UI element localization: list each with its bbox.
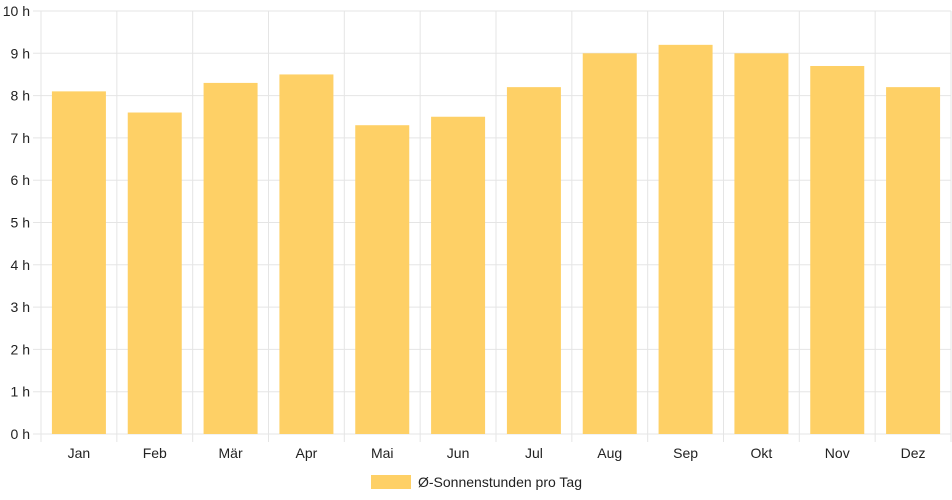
y-tick-label: 9 h — [11, 45, 30, 61]
x-tick-label: Jul — [525, 445, 543, 461]
legend-label[interactable]: Ø-Sonnenstunden pro Tag — [418, 474, 582, 490]
x-tick-label: Mär — [219, 445, 243, 461]
bar-10[interactable] — [734, 53, 789, 435]
x-tick-label: Aug — [597, 445, 622, 461]
grid-lines — [33, 10, 952, 442]
x-tick-label: Mai — [371, 445, 394, 461]
x-axis: Jan Feb Mär Apr Mai Jun Jul Aug Sep Okt Nov Dez — [68, 445, 926, 461]
x-tick-label: Apr — [296, 445, 318, 461]
bar-4[interactable] — [279, 74, 334, 434]
x-tick-label: Okt — [751, 445, 773, 461]
bar-1[interactable] — [51, 91, 106, 435]
x-tick-label: Jun — [447, 445, 470, 461]
bar-3[interactable] — [203, 82, 258, 434]
bar-12[interactable] — [886, 87, 941, 434]
bar-5[interactable] — [355, 125, 410, 435]
y-tick-label: 5 h — [11, 215, 30, 231]
x-tick-label: Nov — [825, 445, 850, 461]
bar-7[interactable] — [506, 87, 561, 434]
bar-11[interactable] — [810, 65, 865, 435]
bars — [51, 44, 941, 435]
legend-swatch[interactable] — [371, 475, 411, 489]
bar-6[interactable] — [431, 116, 486, 434]
bar-9[interactable] — [658, 44, 713, 435]
y-tick-label: 10 h — [3, 3, 30, 19]
y-tick-label: 0 h — [11, 426, 30, 442]
x-tick-label: Sep — [673, 445, 698, 461]
bar-2[interactable] — [127, 112, 182, 435]
legend[interactable]: Ø-Sonnenstunden pro Tag — [371, 474, 582, 490]
y-tick-label: 2 h — [11, 341, 30, 357]
x-tick-label: Feb — [143, 445, 167, 461]
y-tick-label: 6 h — [11, 172, 30, 188]
x-tick-label: Jan — [68, 445, 91, 461]
y-tick-label: 3 h — [11, 299, 30, 315]
y-tick-label: 4 h — [11, 257, 30, 273]
y-axis: 0 h 1 h 2 h 3 h 4 h 5 h 6 h 7 h 8 h 9 h 10 h — [3, 3, 30, 442]
bar-8[interactable] — [582, 53, 637, 435]
y-tick-label: 1 h — [11, 384, 30, 400]
y-tick-label: 7 h — [11, 130, 30, 146]
y-tick-label: 8 h — [11, 88, 30, 104]
x-tick-label: Dez — [901, 445, 926, 461]
